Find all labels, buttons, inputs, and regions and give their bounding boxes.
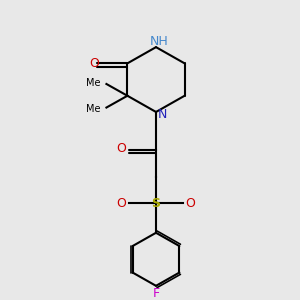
- Text: O: O: [117, 142, 126, 155]
- Text: F: F: [152, 287, 160, 300]
- Text: O: O: [186, 197, 195, 210]
- Text: O: O: [89, 57, 99, 70]
- Text: Me: Me: [86, 77, 101, 88]
- Text: S: S: [152, 197, 160, 210]
- Text: NH: NH: [150, 35, 168, 48]
- Text: N: N: [157, 108, 167, 122]
- Text: O: O: [117, 197, 126, 210]
- Text: Me: Me: [86, 104, 101, 114]
